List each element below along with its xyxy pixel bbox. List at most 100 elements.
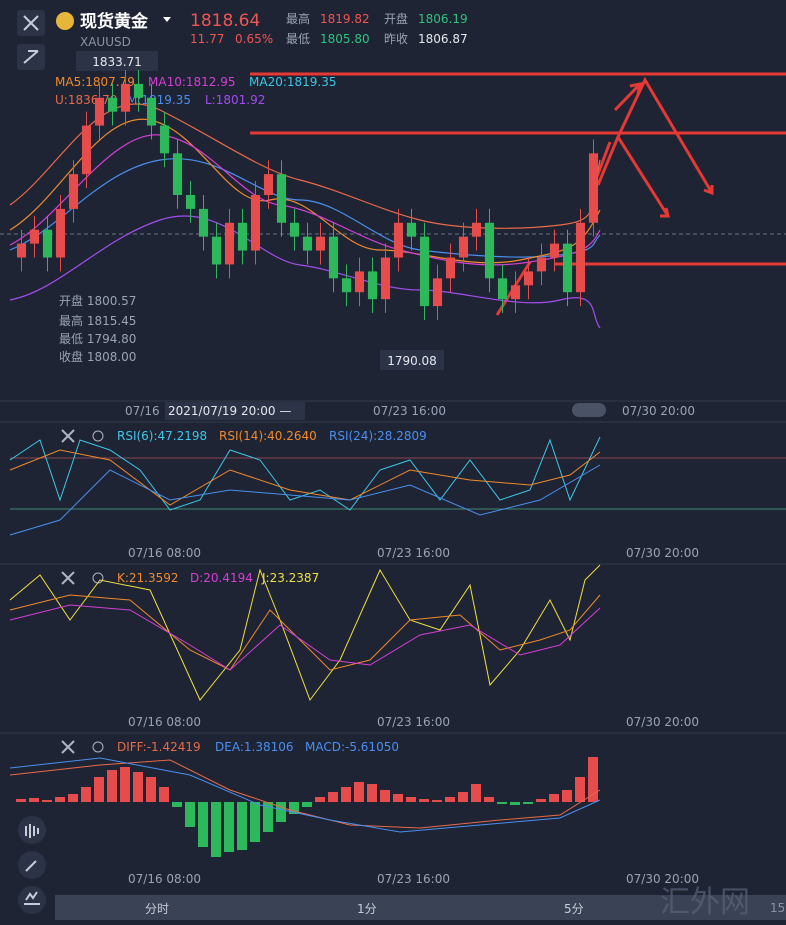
kdj-line — [9, 564, 601, 702]
dropdown[interactable] — [163, 17, 171, 22]
candle-body — [276, 174, 287, 223]
boll-label: L:1801.92 — [205, 93, 265, 107]
macd-bar — [120, 767, 130, 802]
candle-body — [146, 97, 157, 126]
label: 最低 — [286, 32, 310, 46]
candle-body — [250, 195, 261, 251]
candle-body — [107, 97, 118, 112]
more-button[interactable] — [572, 403, 606, 417]
candle-body — [341, 278, 352, 293]
macd-bar — [510, 802, 520, 805]
tool-button[interactable] — [18, 816, 46, 844]
close-icon[interactable] — [61, 429, 75, 443]
macd-bar — [328, 792, 338, 802]
rsi-line — [9, 464, 601, 536]
max-tag — [76, 51, 158, 71]
x-label: 07/16 — [125, 404, 160, 418]
candle-body — [263, 174, 274, 195]
x-label: 07/30 20:00 — [626, 715, 699, 729]
tool-icons — [24, 824, 40, 905]
candle-body — [172, 153, 183, 195]
macd-bar — [185, 802, 195, 827]
macd-bar — [315, 797, 325, 802]
macd-bar — [133, 772, 143, 802]
tab[interactable]: 分时 — [145, 902, 169, 916]
rsi-label: RSI(6):47.2198 — [117, 429, 207, 443]
candle-body — [16, 243, 27, 258]
candle-body — [328, 236, 339, 279]
macd-bar — [198, 802, 208, 847]
kdj-label: K:21.3592 — [117, 571, 179, 585]
candle-body — [302, 236, 313, 251]
ma-label: MA20:1819.35 — [249, 75, 337, 89]
macd-bar — [55, 797, 65, 802]
macd-bar — [588, 757, 598, 802]
candle-body — [354, 271, 365, 293]
settings-icon[interactable] — [92, 430, 104, 442]
candle-body — [406, 222, 417, 237]
macd-bar — [393, 794, 403, 802]
min-tag — [380, 350, 444, 370]
macd-bar — [562, 790, 572, 802]
candle-body — [224, 222, 235, 265]
x-label: 07/16 08:00 — [128, 715, 201, 729]
x-label: 07/23 16:00 — [377, 546, 450, 560]
x-label: 07/23 16:00 — [373, 404, 446, 418]
candle-body — [237, 222, 248, 251]
macd-bar — [29, 798, 39, 802]
close-icon[interactable] — [61, 571, 75, 585]
open: 1806.19 — [418, 12, 468, 26]
candle-body — [185, 195, 196, 209]
macd-bar — [237, 802, 247, 850]
rsi-label: RSI(14):40.2640 — [219, 429, 317, 443]
macd-bar — [289, 802, 299, 814]
close-icon[interactable] — [61, 740, 75, 754]
change: 11.77 — [190, 32, 224, 46]
candle-body — [55, 208, 66, 258]
tab[interactable]: 1分 — [357, 902, 377, 916]
settings-icon[interactable] — [92, 741, 104, 753]
tab[interactable]: 5分 — [564, 902, 584, 916]
info: 收盘 1808.00 — [59, 349, 136, 364]
macd-bar — [81, 787, 91, 802]
x-label: 07/16 08:00 — [128, 872, 201, 886]
candle-body — [133, 83, 144, 98]
gold-icon — [56, 12, 74, 30]
candle-body — [315, 236, 326, 251]
label: 昨收 — [384, 32, 408, 46]
candle-body — [419, 236, 430, 307]
macd-bar — [484, 797, 494, 802]
macd-bar — [42, 800, 52, 802]
candle-body — [445, 257, 456, 279]
tool-button[interactable] — [18, 886, 46, 914]
info: 开盘 1800.57 — [59, 293, 136, 308]
macd-bar — [432, 800, 442, 802]
info: 最低 1794.80 — [59, 332, 136, 346]
kdj-line — [9, 594, 601, 671]
macd-bar — [211, 802, 221, 857]
candle-body — [81, 125, 92, 175]
candle-body — [211, 236, 222, 265]
candle-body — [484, 222, 495, 279]
x-label: 07/30 20:00 — [626, 872, 699, 886]
low: 1805.80 — [320, 32, 370, 46]
macd-bar — [549, 794, 559, 802]
macd-label: DIFF:-1.42419 — [117, 740, 201, 754]
macd-bar — [367, 784, 377, 802]
collapse-icon — [23, 50, 39, 64]
macd-bar — [497, 802, 507, 804]
candle-body — [510, 285, 521, 300]
candle-body — [471, 222, 482, 237]
rsi-line — [9, 436, 601, 511]
macd-bar — [354, 782, 364, 802]
macd-bar — [575, 777, 585, 802]
macd-label: MACD:-5.61050 — [305, 740, 399, 754]
macd-bar — [16, 799, 26, 802]
title: 现货黄金 — [80, 11, 149, 32]
kdj-label: D:20.4194 — [190, 571, 253, 585]
macd-bar — [68, 794, 78, 802]
symbol: XAUUSD — [80, 35, 131, 49]
macd-bar — [419, 799, 429, 802]
macd-bar — [341, 787, 351, 802]
